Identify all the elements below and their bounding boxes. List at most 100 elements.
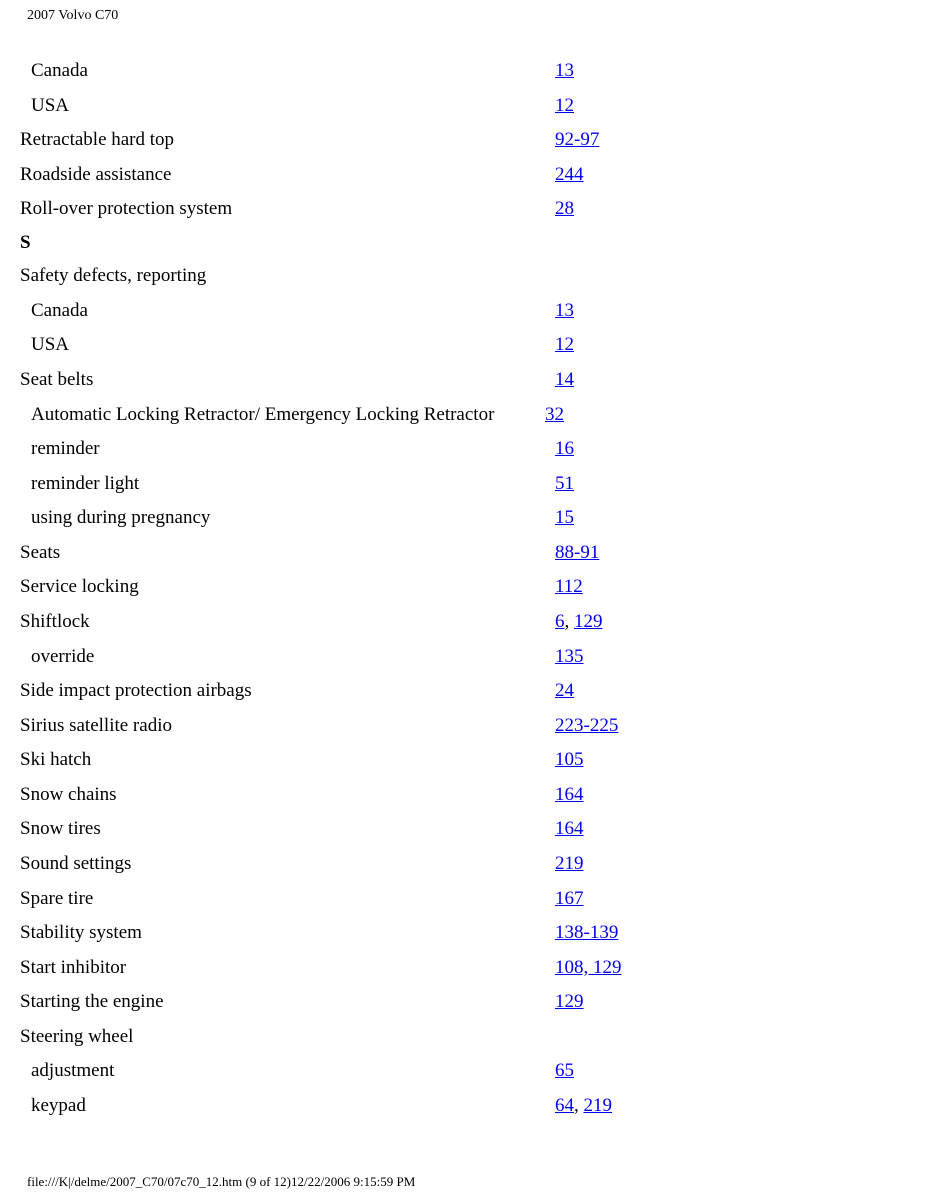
page-link[interactable]: 51 <box>555 473 574 494</box>
page-link[interactable]: 223-225 <box>555 715 618 736</box>
index-row: Start inhibitor108, 129 <box>20 951 927 986</box>
index-row: reminder16 <box>20 432 927 467</box>
index-page-refs: 16 <box>555 432 927 467</box>
index-page-refs: 164 <box>555 778 927 813</box>
index-term: Seats <box>20 536 555 571</box>
page-link[interactable]: 13 <box>555 300 574 321</box>
page-link[interactable]: 135 <box>555 646 584 667</box>
page-link[interactable]: 12 <box>555 334 574 355</box>
index-term: Side impact protection airbags <box>20 674 555 709</box>
page-link[interactable]: 24 <box>555 680 574 701</box>
index-row: Roadside assistance244 <box>20 158 927 193</box>
index-page-refs: 108, 129 <box>555 951 927 986</box>
index-term: Roll-over protection system <box>20 192 555 227</box>
index-row: Snow tires164 <box>20 812 927 847</box>
index-row: Safety defects, reporting <box>20 259 927 294</box>
page-link[interactable]: 164 <box>555 818 584 839</box>
index-term: reminder <box>20 432 555 467</box>
index-page-refs: 12 <box>555 89 927 124</box>
index-row: USA12 <box>20 89 927 124</box>
index-row: adjustment65 <box>20 1054 927 1089</box>
page-link[interactable]: 129 <box>574 611 603 632</box>
index-row: reminder light51 <box>20 467 927 502</box>
index-term: Retractable hard top <box>20 123 555 158</box>
index-page-refs: 28 <box>555 192 927 227</box>
page-link[interactable]: 65 <box>555 1060 574 1081</box>
index-term: Canada <box>20 294 555 329</box>
page-link[interactable]: 12 <box>555 95 574 116</box>
page-link[interactable]: 64 <box>555 1095 574 1116</box>
page-link[interactable]: 167 <box>555 888 584 909</box>
index-row: Automatic Locking Retractor/ Emergency L… <box>20 398 927 433</box>
index-term: override <box>20 640 555 675</box>
page-link[interactable]: 244 <box>555 164 584 185</box>
index-page-refs: 64, 219 <box>555 1089 927 1124</box>
index-term: USA <box>20 328 555 363</box>
page-link[interactable]: 16 <box>555 438 574 459</box>
page-link[interactable]: 13 <box>555 60 574 81</box>
index-page-refs: 14 <box>555 363 927 398</box>
index-page-refs: 13 <box>555 294 927 329</box>
index-row: Canada13 <box>20 294 927 329</box>
page-link[interactable]: 108, 129 <box>555 957 622 978</box>
index-page-refs: 51 <box>555 467 927 502</box>
index-row: Seat belts14 <box>20 363 927 398</box>
index-page-refs: 12 <box>555 328 927 363</box>
page-link[interactable]: 6 <box>555 611 565 632</box>
page-link[interactable]: 14 <box>555 369 574 390</box>
index-term: using during pregnancy <box>20 501 555 536</box>
index-term: Service locking <box>20 570 555 605</box>
index-page-refs <box>555 1020 927 1055</box>
index-page-refs: 223-225 <box>555 709 927 744</box>
link-separator: , <box>565 611 575 632</box>
page-link[interactable]: 28 <box>555 198 574 219</box>
index-term: Snow chains <box>20 778 555 813</box>
index-term: Starting the engine <box>20 985 555 1020</box>
index-row: override135 <box>20 640 927 675</box>
index-term: Spare tire <box>20 882 555 917</box>
index-row: Sirius satellite radio223-225 <box>20 709 927 744</box>
page-link[interactable]: 15 <box>555 507 574 528</box>
index-page-refs: 6, 129 <box>555 605 927 640</box>
index-term: Automatic Locking Retractor/ Emergency L… <box>20 398 545 433</box>
index-row: Ski hatch105 <box>20 743 927 778</box>
footer-text: file:///K|/delme/2007_C70/07c70_12.htm (… <box>27 1174 415 1190</box>
index-term: Roadside assistance <box>20 158 555 193</box>
index-row: Starting the engine129 <box>20 985 927 1020</box>
index-row: Stability system138-139 <box>20 916 927 951</box>
index-row: Seats88-91 <box>20 536 927 571</box>
page-link[interactable]: 138-139 <box>555 922 618 943</box>
page-link[interactable]: 112 <box>555 576 583 597</box>
index-row: Retractable hard top92-97 <box>20 123 927 158</box>
index-term: Seat belts <box>20 363 555 398</box>
index-page-refs: 112 <box>555 570 927 605</box>
page-link[interactable]: 88-91 <box>555 542 599 563</box>
index-term: Stability system <box>20 916 555 951</box>
page-link[interactable]: 32 <box>545 398 564 433</box>
page-link[interactable]: 219 <box>555 853 584 874</box>
index-row: Service locking112 <box>20 570 927 605</box>
page-link[interactable]: 219 <box>584 1095 613 1116</box>
index-page-refs: 219 <box>555 847 927 882</box>
index-page-refs: 32 <box>545 398 927 433</box>
index-page-refs <box>555 259 927 294</box>
index-term: Steering wheel <box>20 1020 555 1055</box>
header-title: 2007 Volvo C70 <box>0 0 927 24</box>
page-link[interactable]: 164 <box>555 784 584 805</box>
index-page-refs: 15 <box>555 501 927 536</box>
page-link[interactable]: 105 <box>555 749 584 770</box>
index-row: Side impact protection airbags24 <box>20 674 927 709</box>
page-link[interactable]: 92-97 <box>555 129 599 150</box>
index-page-refs: 13 <box>555 54 927 89</box>
index-term: Shiftlock <box>20 605 555 640</box>
index-term: adjustment <box>20 1054 555 1089</box>
index-term: Start inhibitor <box>20 951 555 986</box>
index-page-refs: 65 <box>555 1054 927 1089</box>
page-link[interactable]: 129 <box>555 991 584 1012</box>
index-row: Spare tire167 <box>20 882 927 917</box>
index-page-refs: 88-91 <box>555 536 927 571</box>
index-page-refs: 135 <box>555 640 927 675</box>
index-row: Sound settings219 <box>20 847 927 882</box>
index-container: Canada13USA12Retractable hard top92-97Ro… <box>0 24 927 1124</box>
section-letter: S <box>20 227 927 259</box>
